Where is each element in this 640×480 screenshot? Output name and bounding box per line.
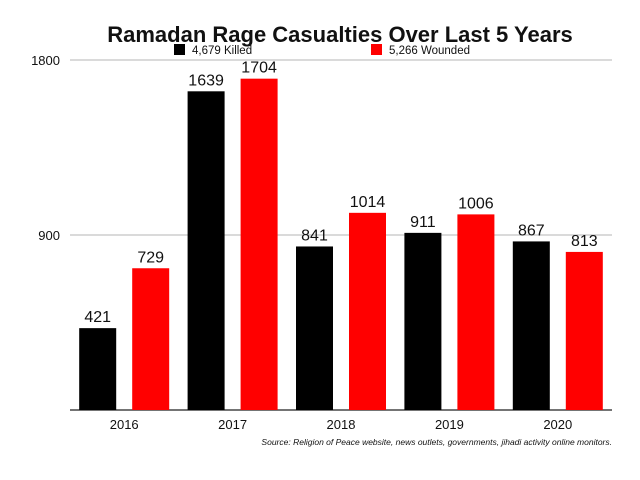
bar-wounded-2016 (132, 268, 170, 410)
bar-killed-2016 (79, 328, 117, 410)
bar-wounded-2018 (349, 212, 386, 410)
data-label-killed-2018: 841 (301, 227, 328, 244)
data-label-wounded-2017: 1704 (241, 60, 277, 77)
bar-killed-2020 (512, 241, 550, 410)
bar-wounded-2019 (457, 214, 495, 410)
value-labels: 421 729 1639 1704 841 1014 911 1006 867 813 (84, 60, 597, 326)
data-label-killed-2020: 867 (518, 222, 545, 239)
legend-label-wounded: 5,266 Wounded (389, 45, 470, 57)
bars (79, 78, 603, 411)
legend-swatch-killed (174, 44, 185, 55)
legend-label-killed: 4,679 Killed (192, 45, 252, 57)
y-tick-label: 900 (38, 228, 60, 243)
y-tick-label: 1800 (31, 53, 60, 68)
legend-swatch-wounded (371, 44, 382, 55)
data-label-killed-2016: 421 (84, 309, 111, 326)
x-tick-label: 2016 (110, 417, 139, 432)
bar-killed-2019 (404, 232, 442, 410)
bar-killed-2017 (187, 91, 225, 411)
bar-wounded-2020 (565, 251, 603, 410)
x-tick-label: 2017 (218, 417, 247, 432)
source-note: Source: Religion of Peace website, news … (261, 437, 612, 447)
y-axis-ticks: 900 1800 (31, 53, 60, 243)
data-label-wounded-2018: 1014 (350, 194, 386, 211)
data-label-wounded-2020: 813 (571, 233, 598, 250)
data-label-wounded-2016: 729 (137, 249, 164, 266)
data-label-killed-2019: 911 (410, 214, 436, 231)
x-tick-label: 2019 (435, 417, 464, 432)
chart-title: Ramadan Rage Casualties Over Last 5 Year… (107, 22, 573, 47)
bar-wounded-2017 (240, 78, 278, 411)
x-axis-ticks: 2016 2017 2018 2019 2020 (110, 417, 573, 432)
bar-killed-2018 (296, 246, 333, 410)
data-label-killed-2017: 1639 (188, 72, 224, 89)
x-tick-label: 2018 (327, 417, 356, 432)
data-label-wounded-2019: 1006 (458, 195, 494, 212)
x-tick-label: 2020 (543, 417, 572, 432)
legend: 4,679 Killed 5,266 Wounded (174, 44, 470, 57)
